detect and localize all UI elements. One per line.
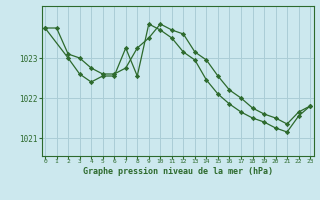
X-axis label: Graphe pression niveau de la mer (hPa): Graphe pression niveau de la mer (hPa) — [83, 167, 273, 176]
